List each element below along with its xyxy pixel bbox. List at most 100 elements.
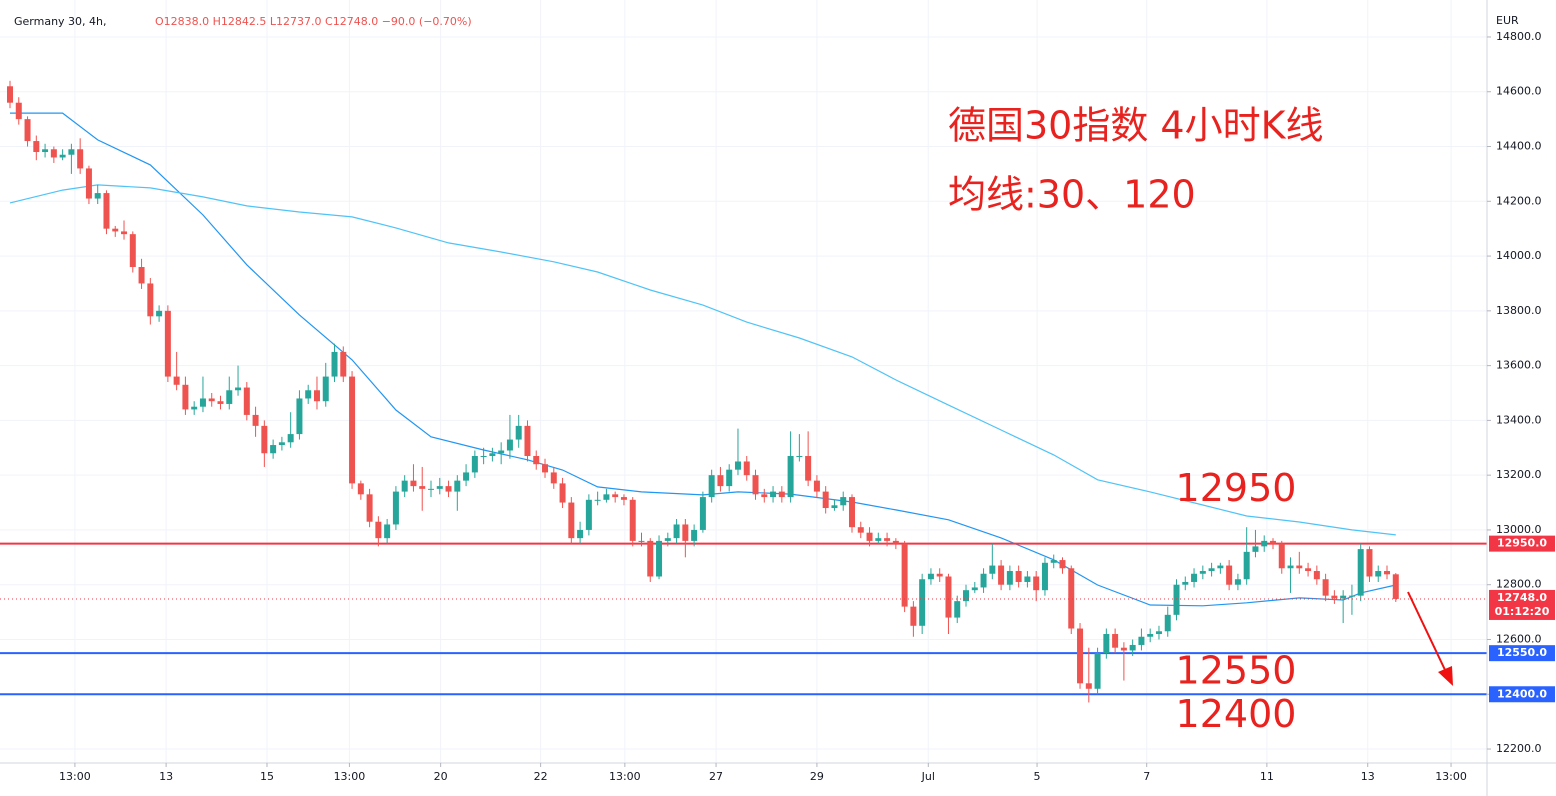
- candle-body: [147, 283, 154, 317]
- candle-body: [577, 529, 584, 539]
- candle-body: [892, 540, 899, 544]
- candle-body: [1296, 565, 1303, 569]
- candle-body: [691, 529, 698, 541]
- candle-body: [419, 486, 426, 489]
- candle-body: [822, 491, 829, 509]
- candle-body: [638, 540, 645, 542]
- y-tick-label: 14000.0: [1496, 249, 1542, 262]
- candle-body: [603, 494, 610, 500]
- candle-body: [647, 540, 654, 577]
- candle-body: [796, 455, 803, 457]
- low: L12737.0: [270, 15, 322, 28]
- candle-body: [1252, 546, 1259, 552]
- last-price-bg: [1489, 589, 1555, 620]
- candle-body: [884, 538, 891, 541]
- candle-body: [866, 532, 873, 541]
- symbol: Germany 30, 4h,: [14, 15, 107, 28]
- candle-body: [875, 538, 882, 541]
- candle-body: [1278, 543, 1285, 569]
- candle-body: [699, 497, 706, 530]
- arrow-shaft: [1407, 591, 1447, 673]
- candle-body: [1199, 571, 1206, 574]
- chart-subtitle: 均线:30、120: [948, 173, 1196, 217]
- x-tick-label: 13:00: [1435, 770, 1467, 783]
- candle-body: [392, 491, 399, 525]
- last-price-label: 12748.0: [1497, 591, 1547, 604]
- countdown: 01:12:20: [1495, 605, 1550, 618]
- candle-body: [199, 398, 206, 407]
- candle-body: [261, 425, 268, 454]
- candle-body: [366, 494, 373, 522]
- candle-body: [121, 231, 128, 235]
- x-tick-label: 7: [1143, 770, 1150, 783]
- ohlc-header: O12838.0 H12842.5 L12737.0 C12748.0 −90.…: [155, 15, 472, 28]
- candle-body: [1155, 631, 1162, 635]
- candle-body: [734, 461, 741, 470]
- candle-body: [778, 491, 785, 498]
- candle-body: [585, 499, 592, 530]
- x-tick-label: 27: [709, 770, 723, 783]
- candle-body: [919, 579, 926, 626]
- chart-title: 德国30指数 4小时K线: [948, 104, 1324, 148]
- candle-body: [708, 475, 715, 498]
- candle-body: [138, 267, 145, 284]
- level-label: 12550.0: [1497, 646, 1547, 659]
- x-tick-label: 15: [260, 770, 274, 783]
- x-tick-label: 13:00: [59, 770, 91, 783]
- candle-body: [1164, 614, 1171, 632]
- candle-body: [77, 149, 84, 169]
- candle-body: [936, 573, 943, 577]
- candle-body: [1103, 634, 1110, 654]
- candle-body: [1375, 571, 1382, 577]
- candle-body: [831, 505, 838, 509]
- candle-body: [226, 390, 233, 404]
- candle-body: [235, 387, 242, 391]
- candle-body: [550, 472, 557, 484]
- candle-body: [857, 527, 864, 533]
- candle-body: [656, 540, 663, 577]
- y-tick-label: 14200.0: [1496, 194, 1542, 207]
- x-tick-label: 20: [434, 770, 448, 783]
- arrow-head: [1438, 666, 1453, 686]
- level-label: 12950.0: [1497, 537, 1547, 550]
- candle-body: [1173, 584, 1180, 615]
- candle-body: [85, 168, 92, 199]
- candle-body: [208, 398, 215, 402]
- candle-body: [954, 601, 961, 618]
- high: H12842.5: [213, 15, 267, 28]
- candle-body: [1208, 568, 1215, 572]
- candle-body: [50, 149, 57, 158]
- candle-body: [112, 228, 119, 232]
- y-tick-label: 13200.0: [1496, 468, 1542, 481]
- candle-body: [1182, 581, 1189, 585]
- candle-body: [1015, 571, 1022, 582]
- y-tick-label: 13600.0: [1496, 359, 1542, 372]
- candle-body: [252, 414, 259, 426]
- candle-body: [1138, 636, 1145, 645]
- x-tick-label: 13:00: [334, 770, 366, 783]
- candle-body: [1357, 549, 1364, 596]
- candle-body: [357, 483, 364, 495]
- candle-body: [217, 401, 224, 404]
- candle-body: [156, 310, 163, 317]
- candle-body: [629, 499, 636, 541]
- candle-body: [1340, 595, 1347, 599]
- axis-label: EUR: [1496, 14, 1519, 27]
- arrow: [1407, 591, 1453, 686]
- candle-body: [1129, 644, 1136, 651]
- candle-body: [287, 434, 294, 443]
- level-label-bg: [1489, 686, 1555, 703]
- candle-body: [463, 472, 470, 481]
- candle-body: [6, 86, 13, 103]
- x-tick-label: 29: [810, 770, 824, 783]
- candle-body: [1085, 683, 1092, 689]
- candle-body: [436, 486, 443, 489]
- candle-body: [296, 398, 303, 435]
- candle-body: [384, 524, 391, 539]
- candle-body: [524, 425, 531, 456]
- candle-body: [726, 469, 733, 487]
- y-tick-label: 14400.0: [1496, 140, 1542, 153]
- candle-body: [620, 497, 627, 500]
- candle-body: [1313, 571, 1320, 580]
- candle-body: [331, 351, 338, 377]
